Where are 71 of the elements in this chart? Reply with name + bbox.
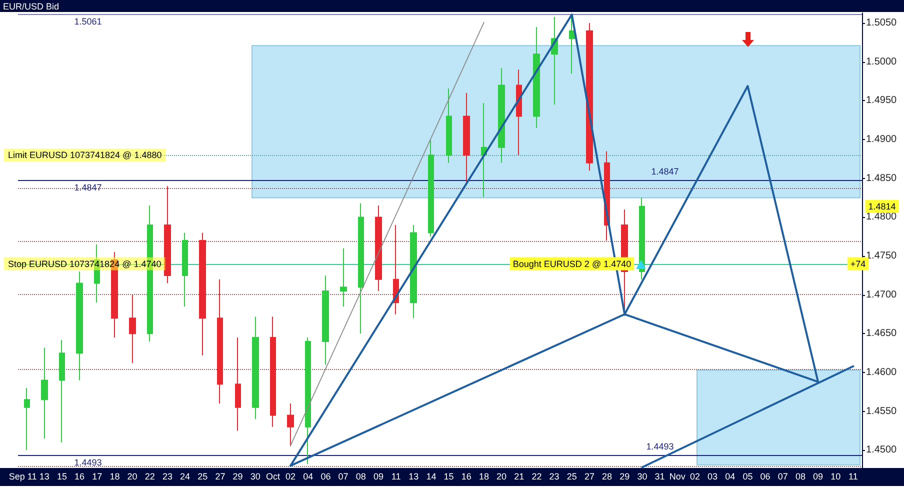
- x-tick-label: 09: [373, 472, 384, 482]
- x-tick-label: 16: [74, 472, 85, 482]
- x-tick-label: 22: [144, 472, 155, 482]
- x-tick-label: Oct: [266, 472, 280, 482]
- y-tick-label: 1.4500: [866, 444, 898, 456]
- x-tick-label: 27: [584, 472, 594, 482]
- text: 1.4814: [868, 201, 896, 212]
- y-tick-label: 1.4700: [866, 289, 898, 300]
- x-tick-label: 25: [566, 472, 577, 482]
- y-tick-label: 1.4650: [866, 328, 898, 340]
- y-tick-label: 1.5000: [866, 56, 898, 68]
- ref-line-label: 1.5061: [74, 16, 102, 27]
- x-tick-label: 04: [303, 472, 314, 482]
- x-tick-label: 18: [478, 472, 489, 482]
- ref-line-label: Limit EURUSD 1073741824 @ 1.4880: [8, 150, 162, 160]
- x-tick-label: 15: [444, 472, 454, 482]
- y-tick-label: 1.4600: [866, 366, 898, 378]
- x-tick-label: 09: [813, 472, 824, 482]
- x-tick-label: 13: [39, 472, 50, 482]
- annotation: +74: [850, 258, 866, 269]
- ref-line-label: 1.4847: [74, 182, 102, 193]
- x-tick-label: 07: [778, 472, 788, 482]
- x-tick-label: 29: [232, 472, 243, 482]
- x-tick-label: 04: [725, 472, 736, 482]
- x-tick-label: 06: [760, 472, 770, 482]
- y-tick-label: 1.4800: [866, 212, 898, 223]
- y-tick-label: 1.4750: [866, 250, 898, 262]
- x-tick-label: 08: [795, 472, 806, 482]
- annotation: Bought EURUSD 2 @ 1.4740: [512, 258, 632, 269]
- x-tick-label: 24: [180, 472, 190, 482]
- annotation: 1.4847: [651, 166, 679, 177]
- x-tick-label: 17: [92, 472, 102, 482]
- x-tick-label: 15: [56, 472, 67, 482]
- x-tick-label: 02: [286, 472, 296, 482]
- x-tick-label: 16: [461, 472, 472, 482]
- x-tick-label: 05: [742, 472, 753, 482]
- x-tick-label: 21: [514, 472, 524, 482]
- x-tick-label: 27: [215, 472, 226, 482]
- x-tick-label: 07: [338, 472, 348, 482]
- x-tick-label: 06: [320, 472, 331, 482]
- x-tick-label: Nov: [669, 472, 686, 482]
- y-tick-label: 1.4550: [866, 406, 898, 417]
- x-tick-label: 29: [620, 472, 630, 482]
- x-tick-label: 22: [532, 472, 542, 482]
- x-tick-label: 10: [830, 472, 841, 482]
- x-tick-label: 30: [250, 472, 260, 482]
- x-tick-label: Sep 11: [8, 472, 37, 482]
- x-tick-label: 25: [198, 472, 208, 482]
- x-tick-label: 14: [426, 472, 436, 482]
- x-tick-label: 03: [708, 472, 718, 482]
- ref-line-label: Stop EURUSD 1073741824 @ 1.4740: [8, 258, 162, 269]
- x-tick-label: 23: [549, 472, 560, 482]
- y-tick-label: 1.4850: [866, 172, 898, 184]
- x-tick-label: 20: [496, 472, 507, 482]
- x-tick-label: 30: [637, 472, 648, 482]
- y-tick-label: 1.4950: [866, 95, 898, 106]
- ref-line-label: 1.4493: [74, 458, 102, 468]
- x-tick-label: 23: [162, 472, 172, 482]
- x-tick-label: 13: [408, 472, 419, 482]
- y-tick-label: 1.5050: [866, 18, 898, 29]
- annotation: 1.4493: [646, 442, 674, 452]
- y-tick-label: 1.4900: [866, 134, 898, 146]
- chart-title: EUR/USD Bid: [3, 2, 60, 12]
- x-tick-label: 20: [127, 472, 138, 482]
- x-tick-label: 11: [391, 472, 401, 482]
- x-tick-label: 31: [654, 472, 665, 482]
- x-tick-label: 18: [110, 472, 120, 482]
- x-tick-label: 02: [690, 472, 700, 482]
- x-tick-label: 28: [602, 472, 612, 482]
- x-tick-label: 11: [848, 472, 858, 482]
- x-tick-label: 08: [356, 472, 366, 482]
